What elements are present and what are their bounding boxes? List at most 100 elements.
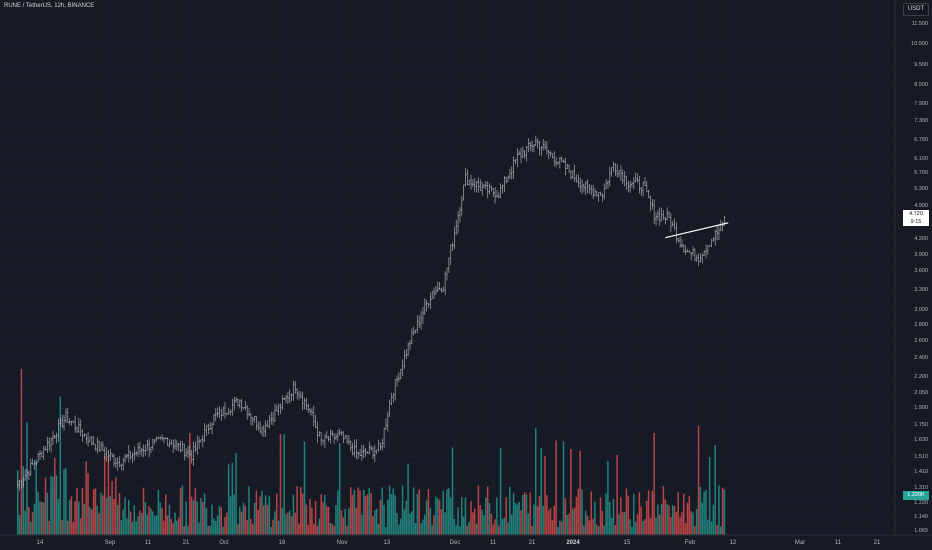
volume-bar [621,512,624,535]
volume-bar [390,494,393,535]
volume-bar [549,507,552,535]
price-bar [681,239,683,248]
price-bar [472,179,474,187]
volume-bar [126,518,128,535]
volume-bar [31,512,34,535]
price-bar [253,416,256,423]
volume-bar [701,502,703,535]
price-bar [668,211,670,218]
price-bar [314,414,317,428]
price-bar [288,389,291,404]
volume-bar [623,512,626,535]
price-bar [516,148,519,168]
price-bar [564,157,567,176]
price-bar [412,326,415,336]
price-bar [240,398,243,413]
volume-bar [29,522,32,535]
volume-bar [116,505,119,535]
volume-bar [411,511,413,535]
price-bar [366,451,369,454]
volume-bar [542,505,544,535]
volume-bar [340,510,343,535]
price-bar [227,407,230,415]
price-bar [359,448,361,457]
price-bar [521,146,524,158]
price-bar [632,177,635,190]
volume-bar [646,500,648,535]
price-bar [568,164,570,173]
volume-bar [492,524,494,535]
volume-bar [17,470,19,535]
volume-bar [174,512,176,535]
volume-bar [314,500,317,535]
volume-bar [92,489,95,535]
volume-bar [142,487,145,535]
volume-bar [695,508,698,535]
volume-bar [305,504,308,535]
price-axis-label: 1.630 [914,437,928,443]
price-bar [255,415,258,431]
price-bar [640,187,643,196]
price-bar [558,157,561,169]
price-bar [142,444,145,457]
volume-bar [246,520,248,535]
volume-bar [168,504,171,535]
price-bar [237,398,239,407]
price-bar [429,292,432,310]
volume-bar [190,496,193,535]
price-bar [279,403,282,415]
price-axis-label: 4.900 [914,203,928,209]
price-bar [575,174,578,183]
volume-bar [461,497,463,535]
symbol-title[interactable]: RUNE / TetherUS, 12h, BINANCE [4,3,95,9]
price-bar [168,439,171,448]
price-bar [129,451,132,460]
volume-bar [510,514,513,535]
volume-bar [231,462,234,535]
volume-bar [448,488,450,535]
volume-bar [120,520,123,535]
price-bar [146,439,149,451]
price-bar [496,190,498,198]
volume-bar [720,526,722,535]
price-bar [331,430,334,436]
price-axis-label: 7.300 [914,118,928,124]
volume-bar [213,518,215,535]
volume-bar [288,510,291,535]
price-bar [490,185,493,192]
volume-bar [477,485,480,535]
volume-bar [435,496,437,535]
volume-bar [710,521,713,535]
price-bar [268,414,271,429]
volume-bar [91,509,93,535]
volume-bar [255,490,258,535]
price-bar [658,207,661,226]
volume-bar [681,511,683,535]
price-bar [714,229,717,246]
volume-bar [176,520,178,535]
volume-bar [81,487,84,535]
trendline[interactable] [665,222,729,239]
price-bar [601,193,604,202]
price-bar [18,479,21,491]
price-bar [336,429,339,442]
volume-bar [686,502,689,535]
price-bar [133,446,136,461]
price-bar [244,400,247,411]
volume-bar [194,488,197,535]
price-bar [712,237,715,242]
price-bar [53,434,56,440]
volume-bar [440,509,443,535]
currency-button[interactable]: USDT [903,3,929,16]
volume-bar [399,518,402,535]
price-bar [425,299,428,312]
price-bar [299,391,302,398]
price-bar [105,447,108,462]
price-bar [311,408,313,416]
price-bar [442,286,445,292]
price-bar [362,445,365,459]
volume-bar [416,494,419,535]
volume-bar [692,512,694,535]
volume-bar [227,464,230,535]
